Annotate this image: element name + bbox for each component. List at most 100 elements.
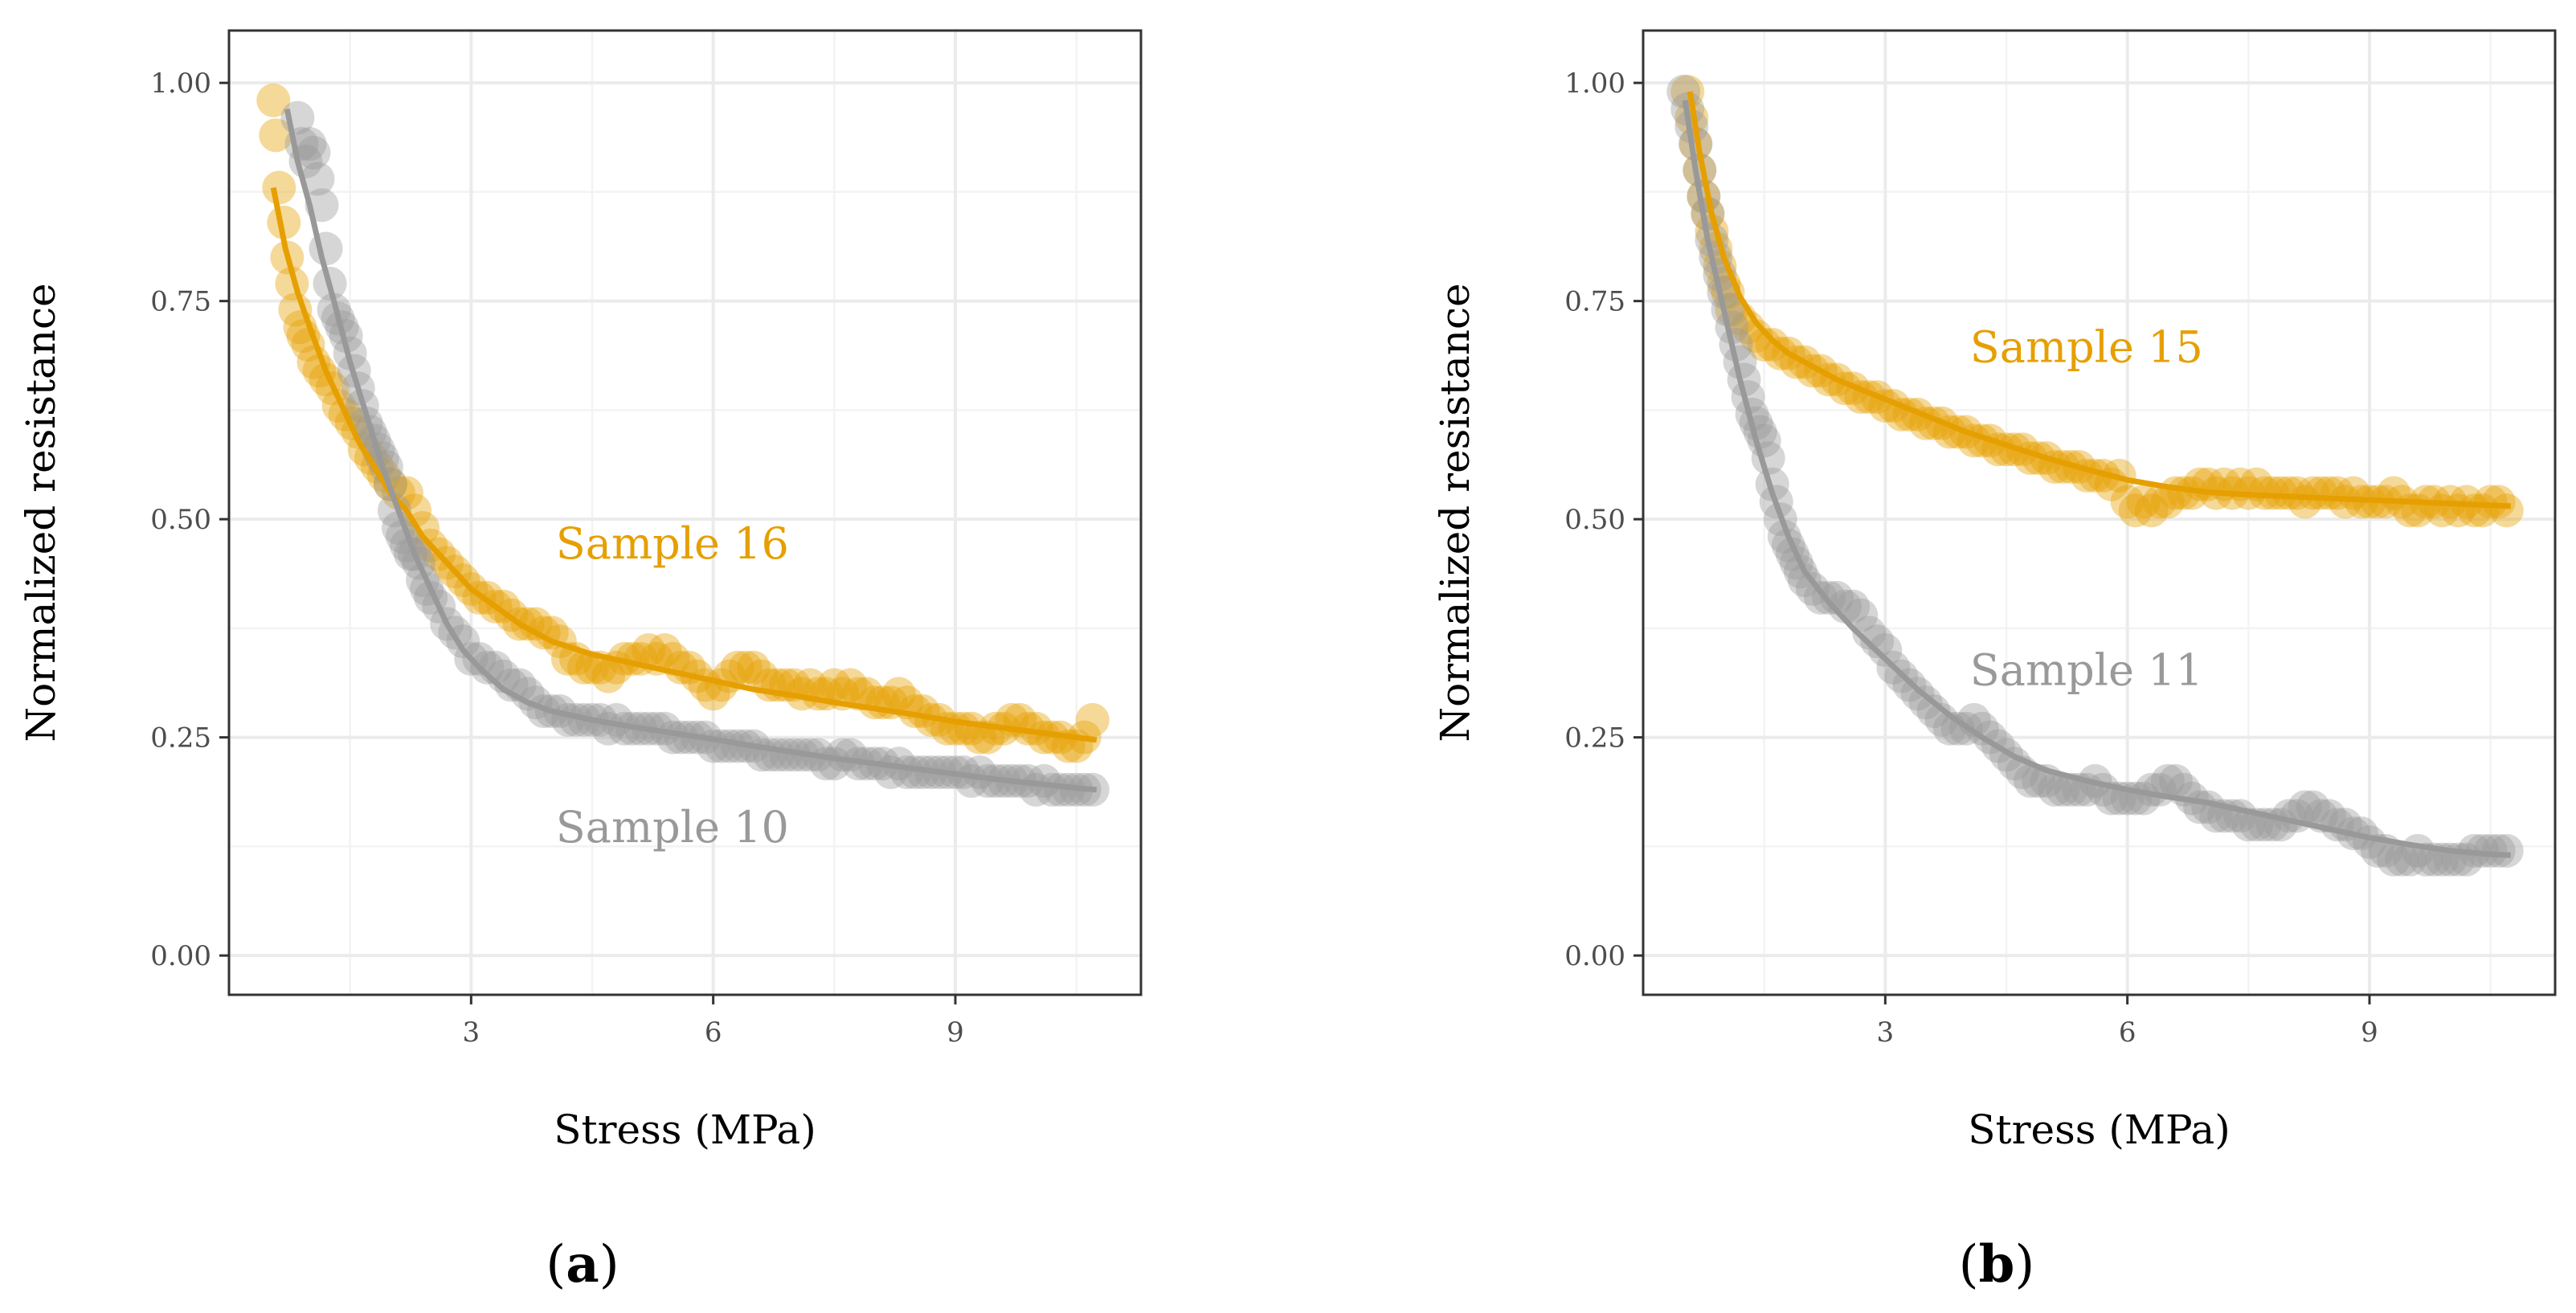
panel-label-a-letter: a [566, 1234, 599, 1295]
data-point-b-1-105 [2393, 842, 2427, 877]
plot-border-b [1642, 29, 2557, 996]
data-point-b-1-31 [1795, 572, 1830, 607]
x-axis-title-a: Stress (MPa) [554, 1106, 816, 1153]
data-point-b-1-37 [1844, 598, 1879, 632]
data-point-b-1-47 [1924, 702, 1959, 737]
data-point-b-0-65 [2150, 485, 2185, 519]
y-tick-label-a-2: 0.50 [150, 504, 211, 536]
data-point-b-0-80 [2271, 476, 2306, 510]
data-point-b-1-40 [1868, 633, 1903, 668]
data-point-b-0-83 [2296, 476, 2330, 510]
chart-panel-b: Sample 15 Sample 11 3 6 9 0.00 0.25 0.50 0.75 1.0… [1432, 29, 2557, 1153]
data-point-a-0-46 [566, 650, 601, 685]
series-a-1 [280, 100, 1110, 807]
data-point-b-1-34 [1820, 580, 1854, 615]
data-point-b-0-16 [1755, 327, 1789, 362]
panel-label-a: (a) [546, 1234, 619, 1295]
panel-label-a-close: ) [599, 1235, 619, 1295]
x-tick-label-a-1: 6 [705, 1016, 722, 1049]
x-tick-label-b-1: 6 [2119, 1016, 2136, 1049]
data-point-b-0-32 [1884, 397, 1919, 432]
data-point-b-0-15 [1747, 327, 1781, 362]
data-point-a-1-111 [1043, 772, 1077, 807]
data-point-a-1-77 [769, 738, 803, 772]
data-point-b-1-92 [2288, 790, 2322, 824]
annotation-b-1: Sample 11 [1970, 644, 2203, 695]
data-point-b-1-36 [1836, 589, 1871, 624]
data-point-a-0-1 [259, 118, 293, 153]
annotation-a-0: Sample 16 [556, 518, 789, 569]
chart-panel-a: Sample 16 Sample 10 3 6 9 0.00 0.25 0.50 0.75 1.0… [18, 29, 1143, 1153]
annotation-b-0: Sample 15 [1970, 322, 2203, 373]
y-tick-label-b-3: 0.75 [1564, 286, 1625, 318]
y-tick-label-b-0: 0.00 [1564, 940, 1625, 972]
y-tick-label-a-4: 1.00 [150, 67, 211, 100]
data-point-b-0-0 [1670, 75, 1705, 109]
data-point-b-0-84 [2304, 476, 2338, 510]
data-point-a-0-109 [1075, 702, 1110, 737]
data-point-b-0-105 [2473, 485, 2508, 519]
panel-label-b-close: ) [2014, 1235, 2034, 1295]
data-point-a-0-25 [398, 493, 432, 528]
data-point-b-1-39 [1860, 624, 1895, 659]
x-axis-title-b: Stress (MPa) [1968, 1106, 2230, 1153]
data-point-a-0-87 [898, 694, 932, 729]
data-point-b-0-79 [2263, 476, 2298, 510]
x-tick-label-b-0: 3 [1877, 1016, 1895, 1049]
fit-line-b-0 [1687, 91, 2511, 509]
data-point-a-0-67 [736, 650, 771, 685]
fit-line-b-1 [1682, 100, 2511, 858]
data-point-b-1-30 [1787, 563, 1822, 598]
data-point-a-1-40 [470, 650, 505, 685]
panel-label-b-open: ( [1959, 1235, 1979, 1295]
data-point-a-0-0 [256, 83, 291, 117]
data-point-a-1-93 [898, 755, 932, 790]
data-point-b-1-61 [2038, 772, 2072, 807]
y-axis-title-a: Normalized resistance [18, 283, 64, 742]
data-point-b-1-93 [2296, 790, 2330, 824]
plot-border-a [227, 29, 1143, 996]
data-point-a-0-54 [632, 633, 666, 668]
data-point-b-1-38 [1852, 616, 1887, 650]
data-point-a-0-73 [785, 677, 820, 711]
data-point-a-1-7 [309, 231, 343, 266]
fit-line-a-0 [270, 186, 1098, 743]
data-point-a-0-104 [1035, 720, 1069, 755]
data-point-a-1-51 [558, 702, 593, 737]
data-point-a-0-65 [720, 650, 754, 685]
data-point-b-1-76 [2158, 763, 2193, 798]
data-point-a-1-39 [462, 641, 497, 676]
data-point-a-1-45 [510, 677, 545, 711]
data-point-a-0-79 [833, 668, 868, 702]
data-point-b-1-52 [1965, 711, 1999, 746]
panel-label-b-letter: b [1979, 1234, 2015, 1295]
panel-label-b: (b) [1959, 1234, 2035, 1295]
data-point-b-1-49 [1940, 711, 1975, 746]
data-point-a-1-5 [301, 162, 335, 196]
data-point-b-0-61 [2118, 493, 2153, 528]
data-point-a-1-43 [494, 668, 529, 702]
data-point-b-1-45 [1908, 685, 1943, 720]
x-tick-label-a-0: 3 [463, 1016, 480, 1049]
data-point-b-0-68 [2175, 476, 2210, 510]
data-point-b-1-103 [2377, 842, 2411, 877]
data-point-b-0-107 [2489, 493, 2524, 528]
data-point-b-0-85 [2312, 476, 2346, 510]
data-point-a-0-77 [817, 668, 852, 702]
y-tick-label-a-3: 0.75 [150, 286, 211, 318]
data-point-b-0-82 [2288, 485, 2322, 519]
data-point-a-0-85 [881, 677, 916, 711]
y-tick-label-b-2: 0.50 [1564, 504, 1625, 536]
data-point-a-1-109 [1027, 763, 1061, 798]
x-tick-label-b-2: 9 [2361, 1016, 2378, 1049]
data-point-a-0-102 [1019, 711, 1053, 746]
data-point-b-0-60 [2110, 485, 2145, 519]
data-point-a-1-4 [296, 136, 331, 170]
data-point-a-0-74 [793, 668, 828, 702]
y-tick-label-b-1: 0.25 [1564, 722, 1625, 755]
y-tick-label-b-4: 1.00 [1564, 67, 1625, 100]
data-point-a-0-49 [591, 659, 626, 693]
data-point-a-0-2 [262, 170, 296, 205]
data-point-a-1-3 [292, 127, 327, 162]
data-point-b-1-46 [1916, 694, 1951, 729]
